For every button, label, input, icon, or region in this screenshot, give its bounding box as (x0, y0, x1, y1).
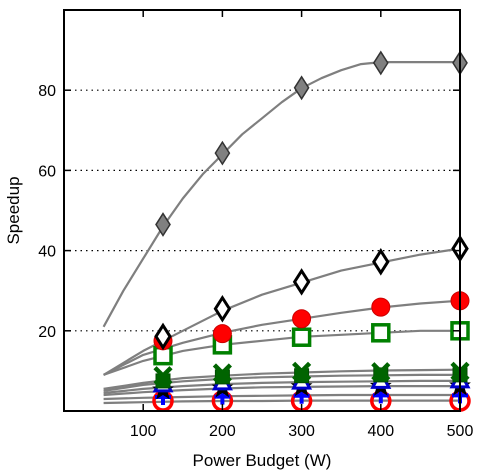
x-tick-label: 200 (209, 423, 236, 440)
series-markers (152, 50, 471, 412)
data-point-diamond (293, 75, 310, 101)
data-point-diamond (372, 50, 389, 76)
data-point-x (153, 366, 173, 386)
data-point-diamond (292, 268, 311, 296)
x-axis-label: Power Budget (W) (193, 451, 332, 470)
data-point-diamond (214, 140, 231, 166)
x-tick-label: 300 (288, 423, 315, 440)
data-point-x (212, 363, 232, 383)
data-point-diamond (154, 322, 172, 351)
data-point-x (292, 361, 312, 381)
data-point-square-filled (373, 367, 389, 383)
data-point-circle (212, 324, 232, 344)
y-axis-label: Speedup (4, 176, 23, 244)
x-tick-label: 100 (130, 423, 157, 440)
axis-ticks: 20 40 60 80 100 200 300 400 500 (38, 10, 473, 440)
y-tick-label: 80 (38, 83, 56, 100)
data-point-square (291, 327, 312, 347)
data-point-circle (371, 297, 391, 317)
y-tick-label: 40 (38, 244, 56, 261)
x-tick-label: 500 (447, 423, 474, 440)
y-tick-label: 20 (38, 324, 56, 341)
data-point-circle (292, 309, 312, 329)
y-tick-label: 60 (38, 163, 56, 180)
gridlines (64, 89, 460, 332)
data-point-diamond (213, 294, 232, 323)
series-curve (102, 60, 460, 328)
data-point-square (371, 323, 391, 343)
data-point-diamond (372, 248, 390, 276)
data-point-x (371, 362, 391, 382)
series-curve (103, 399, 460, 405)
x-tick-label: 400 (367, 423, 394, 440)
plot-frame (63, 9, 461, 412)
data-point-diamond (155, 212, 171, 237)
